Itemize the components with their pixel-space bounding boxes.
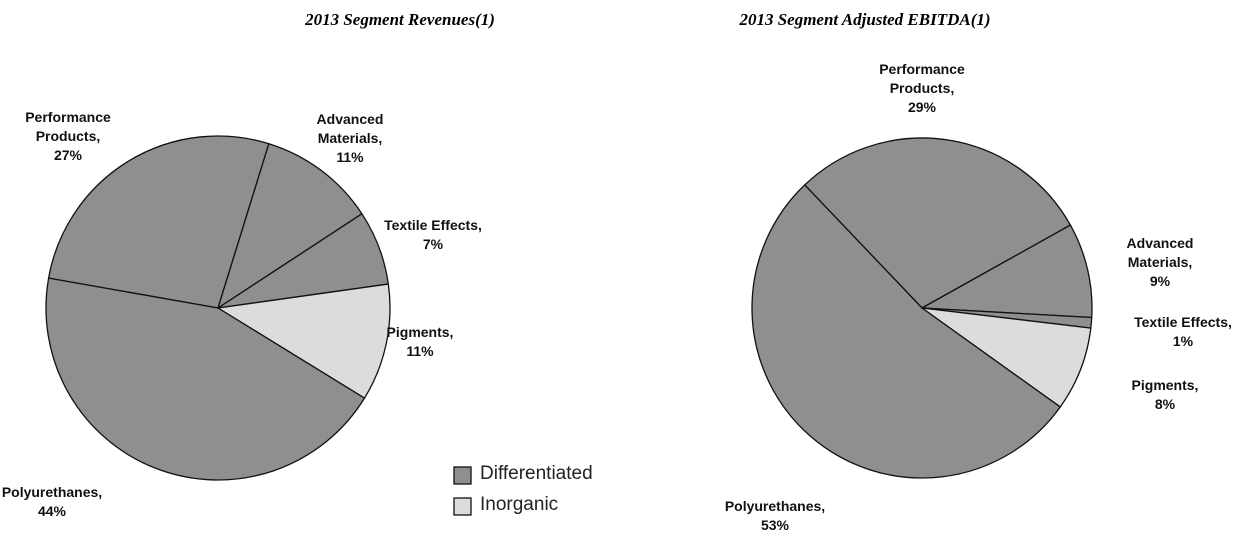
slice-category: Polyurethanes,	[1, 484, 103, 500]
slice-value: 11%	[406, 343, 434, 359]
chart-title: 2013 Segment Adjusted EBITDA(1)	[739, 10, 991, 29]
slice-value: 9%	[1149, 273, 1171, 289]
slice-label: Advanced Materials, 11%	[300, 110, 400, 167]
legend-swatch	[453, 466, 472, 485]
slice-category: Textile Effects,	[384, 217, 482, 233]
pie-slice	[919, 224, 1093, 319]
pie-slice	[45, 277, 366, 481]
slice-value: 8%	[1154, 396, 1176, 412]
slice-category: Advanced Materials,	[1126, 235, 1194, 270]
slice-value: 44%	[37, 503, 67, 519]
pie-slice	[751, 183, 1062, 479]
chart-title: 2013 Segment Revenues(1)	[305, 10, 495, 29]
slice-label: Textile Effects, 1%	[1121, 313, 1245, 351]
slice-category: Pigments,	[386, 324, 454, 340]
slice-label: Advanced Materials, 9%	[1110, 234, 1210, 291]
slice-label: Polyurethanes, 44%	[0, 483, 117, 521]
slice-label: Polyurethanes, 53%	[710, 497, 840, 535]
legend-label: Differentiated	[480, 463, 593, 484]
pie-slice	[803, 137, 1072, 309]
slice-category: Performance Products,	[25, 109, 111, 144]
slice-label: Textile Effects, 7%	[363, 216, 503, 254]
pie-slice	[216, 283, 391, 400]
slice-value: 1%	[1172, 333, 1194, 349]
slice-value: 27%	[53, 147, 83, 163]
pie-slice	[216, 142, 363, 310]
legend-swatch	[453, 497, 472, 516]
slice-value: 29%	[907, 99, 937, 115]
slice-category: Polyurethanes,	[724, 498, 826, 514]
pie-slice	[47, 135, 270, 309]
slice-value: 11%	[336, 149, 364, 165]
legend-label: Inorganic	[480, 494, 559, 515]
slice-value: 7%	[422, 236, 444, 252]
slice-label: Pigments, 8%	[1115, 376, 1215, 414]
slice-label: Performance Products, 27%	[13, 108, 123, 165]
slice-label: Pigments, 11%	[370, 323, 470, 361]
slice-category: Performance Products,	[879, 61, 965, 96]
slice-category: Advanced Materials,	[316, 111, 384, 146]
slice-category: Pigments,	[1131, 377, 1199, 393]
slice-category: Textile Effects,	[1134, 314, 1232, 330]
slice-label: Performance Products, 29%	[862, 60, 982, 117]
